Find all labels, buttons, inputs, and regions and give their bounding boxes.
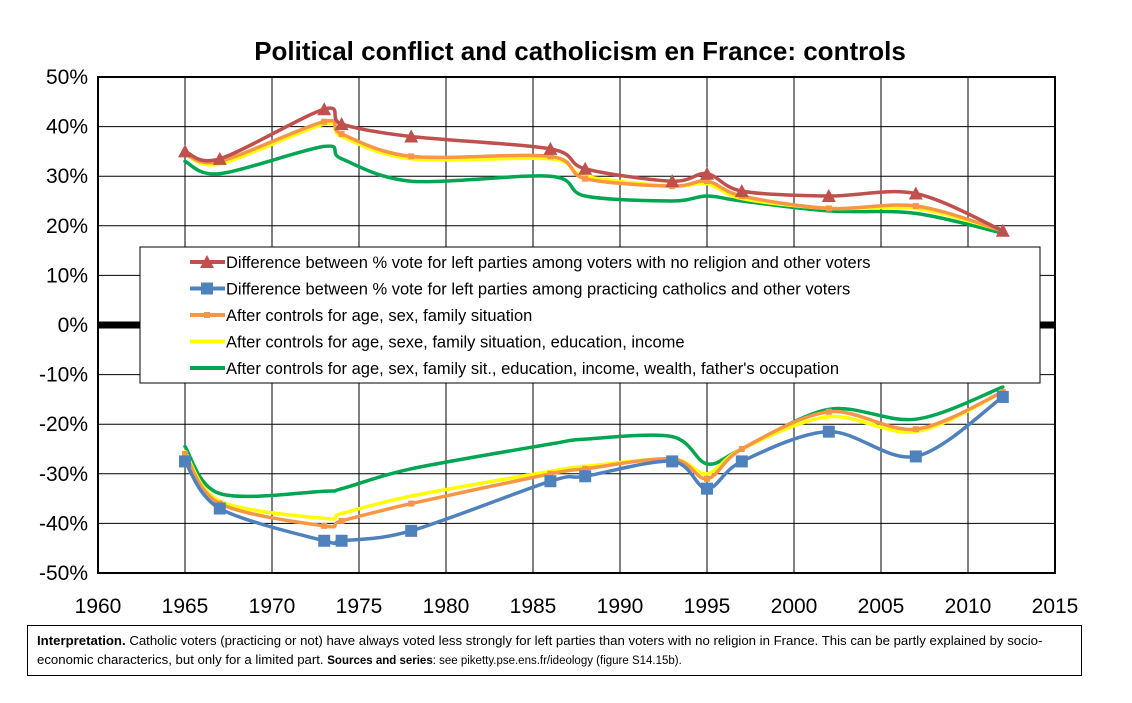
series-3-point <box>738 446 745 452</box>
series-2-point <box>213 502 226 515</box>
series-1-point <box>178 144 192 158</box>
y-tick-label: 50% <box>46 66 88 89</box>
x-tick-label: 1995 <box>684 595 731 618</box>
series-3-point <box>408 500 415 507</box>
series-3-point <box>582 465 589 472</box>
y-tick-label: 0% <box>58 314 88 337</box>
series-3-point <box>321 522 328 529</box>
interpretation-text: Catholic voters (practicing or not) have… <box>37 633 1043 667</box>
series-3-point <box>338 517 345 524</box>
series-3-point <box>582 175 589 182</box>
series-3-point <box>408 153 415 160</box>
series-3-point <box>321 118 328 125</box>
series-1-point <box>995 223 1010 237</box>
interpretation-label: Interpretation. <box>37 633 126 648</box>
x-tick-label: 2000 <box>771 595 818 618</box>
x-tick-label: 1990 <box>597 595 644 618</box>
series-5-line <box>183 144 1005 235</box>
series-1-point <box>212 151 227 165</box>
series-3-point <box>912 426 919 433</box>
y-tick-label: -10% <box>39 364 88 387</box>
legend-item: After controls for age, sexe, family sit… <box>190 334 685 352</box>
series-3-point <box>182 450 188 457</box>
series-1-point <box>734 184 749 198</box>
series-2-point <box>544 475 557 488</box>
series-1 <box>178 102 1010 237</box>
legend-box <box>139 246 1041 384</box>
chart: Political conflict and catholicism en Fr… <box>39 36 1079 618</box>
series-2-point <box>735 455 748 468</box>
series-3-line <box>183 390 1005 529</box>
y-tick-label: 10% <box>46 264 88 287</box>
x-tick-label: 1975 <box>336 595 383 618</box>
series-1-point <box>334 117 349 131</box>
series-2-point <box>579 470 592 483</box>
series-1-point <box>821 189 836 203</box>
sources-label: Sources and series <box>327 655 433 667</box>
series-1-point <box>578 161 593 175</box>
series-3-point <box>338 131 345 138</box>
legend-item: After controls for age, sex, family sit.… <box>190 360 839 378</box>
series-2-point <box>179 455 191 468</box>
chart-title: Political conflict and catholicism en Fr… <box>254 36 906 66</box>
interpretation-note: Interpretation. Catholic voters (practic… <box>27 625 1082 676</box>
legend-label: After controls for age, sex, family sit.… <box>226 360 839 378</box>
y-tick-label: 30% <box>46 165 88 188</box>
x-tick-label: 1960 <box>75 595 122 618</box>
series-3-point <box>547 470 554 477</box>
x-tick-label: 1970 <box>249 595 296 618</box>
x-tick-label: 1965 <box>162 595 209 618</box>
series-2-point <box>822 425 835 438</box>
series-4-line <box>183 390 1005 521</box>
y-tick-label: -50% <box>39 562 88 585</box>
y-tick-label: -30% <box>39 463 88 486</box>
series-1-point <box>665 174 680 188</box>
legend-marker <box>200 255 214 268</box>
series-2 <box>179 390 1009 547</box>
legend-label: Difference between % vote for left parti… <box>226 254 870 272</box>
series-3-point <box>825 205 832 212</box>
legend-marker <box>204 312 210 318</box>
x-tick-label: 2010 <box>945 595 992 618</box>
series-1-point <box>317 102 332 116</box>
legend-item: Difference between % vote for left parti… <box>190 254 870 272</box>
series-3-point <box>704 178 710 185</box>
series-3-point <box>704 475 710 482</box>
series-2-point <box>701 482 713 495</box>
legend-item: Difference between % vote for left parti… <box>190 281 850 299</box>
series-2-point <box>996 390 1009 403</box>
series-2-point <box>335 534 348 547</box>
series-2-line <box>183 395 1005 546</box>
y-tick-label: -20% <box>39 413 88 436</box>
x-tick-label: 2015 <box>1032 595 1079 618</box>
series-3-point <box>547 153 554 160</box>
x-tick-label: 1980 <box>423 595 470 618</box>
y-tick-label: 20% <box>46 215 88 238</box>
y-tick-label: 40% <box>46 116 88 139</box>
legend-label: After controls for age, sexe, family sit… <box>226 334 685 352</box>
series-5-line <box>183 385 1005 499</box>
x-tick-label: 2005 <box>858 595 905 618</box>
series-2-point <box>318 534 331 547</box>
legend-label: Difference between % vote for left parti… <box>226 281 850 299</box>
sources-text: : see piketty.pse.ens.fr/ideology (figur… <box>432 655 682 667</box>
y-tick-label: -40% <box>39 512 88 535</box>
series-2-point <box>909 450 922 463</box>
series-2-point <box>405 524 418 537</box>
series-1-point <box>908 186 923 200</box>
series-1-point <box>404 129 419 143</box>
legend-item: After controls for age, sex, family situ… <box>190 307 532 325</box>
series-2-point <box>666 455 679 468</box>
series-1-point <box>700 166 714 180</box>
series-3-point <box>825 408 832 415</box>
legend-marker <box>201 282 213 295</box>
x-tick-label: 1985 <box>510 595 557 618</box>
legend-label: After controls for age, sex, family situ… <box>226 307 532 325</box>
series-1-point <box>543 141 558 155</box>
series-4-line <box>183 121 1005 233</box>
series-3-point <box>912 202 919 209</box>
